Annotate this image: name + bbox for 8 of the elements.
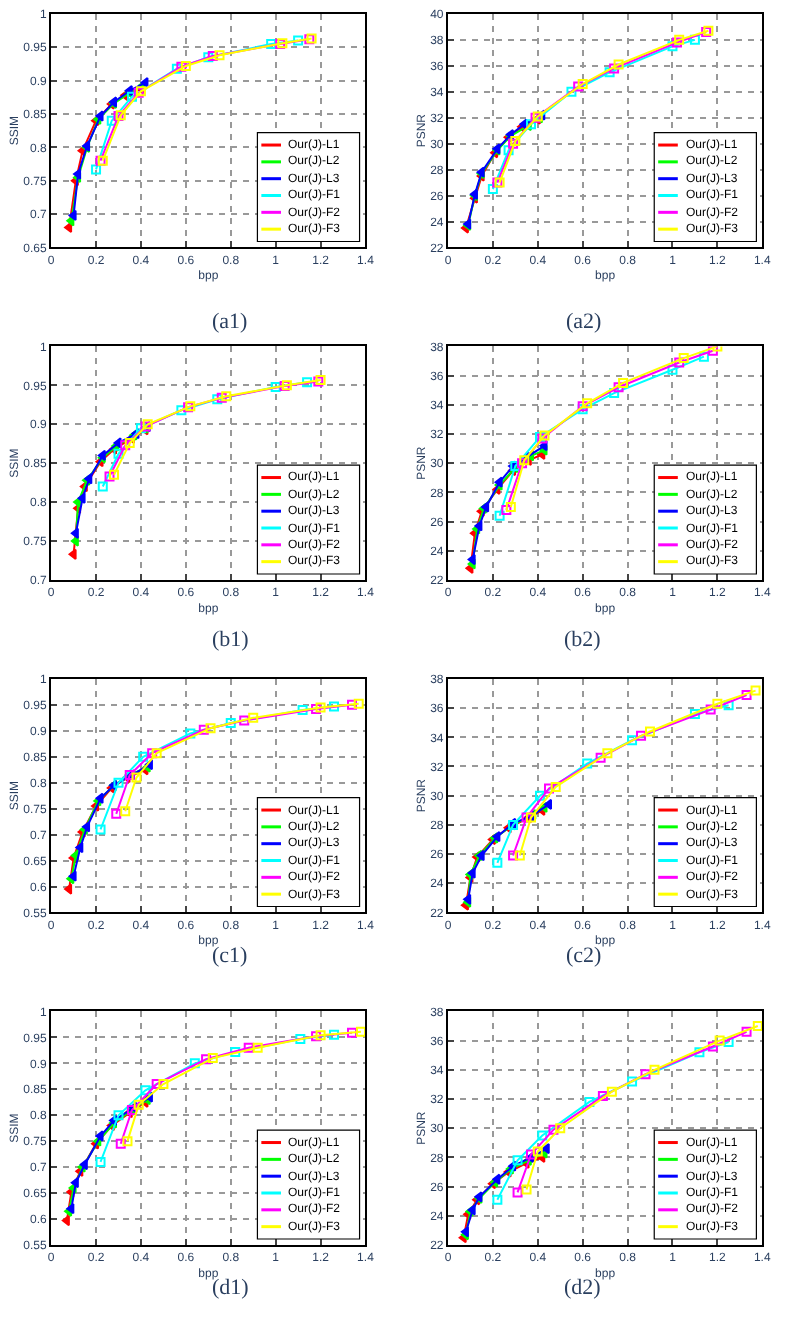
text: (d2) [564, 1276, 602, 1300]
text: (d1) [212, 1276, 250, 1300]
text: (c1) [212, 944, 249, 968]
text: (c2) [566, 944, 603, 968]
text: (b2) [564, 628, 602, 652]
text: (a2) [566, 310, 603, 334]
text: (b1) [212, 628, 250, 652]
text: (a1) [212, 310, 249, 334]
